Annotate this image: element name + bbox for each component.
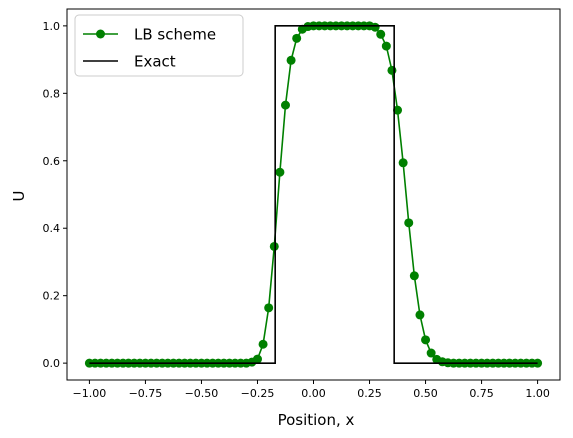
data-point-lb-scheme [286,55,296,65]
x-axis-label: Position, x [278,411,355,429]
legend: LB scheme Exact [74,14,244,77]
series-line-exact [89,25,538,364]
data-point-lb-scheme [393,105,403,115]
x-tick-label: 0.00 [301,387,326,400]
x-tick-label: −0.75 [129,387,163,400]
x-tick-label: −1.00 [73,387,107,400]
y-tick-label: 0.8 [43,87,61,100]
y-tick-label: 0.4 [43,222,61,235]
y-tick-label: 0.6 [43,155,61,168]
plot-area [84,21,543,368]
data-point-lb-scheme [421,335,431,345]
y-axis-ticks: 0.0 0.2 0.4 0.6 0.8 1.0 [43,20,67,370]
data-point-lb-scheme [275,167,285,177]
data-point-lb-scheme [280,100,290,110]
data-point-lb-scheme [398,158,408,168]
data-point-lb-scheme [409,271,419,281]
x-tick-label: −0.50 [185,387,219,400]
data-point-lb-scheme [292,33,302,43]
legend-label-lb-scheme: LB scheme [134,26,216,44]
y-tick-label: 0.2 [43,290,61,303]
data-point-lb-scheme [258,339,268,349]
y-tick-label: 0.0 [43,357,61,370]
data-point-lb-scheme [370,22,380,32]
data-point-lb-scheme [376,29,386,39]
x-axis-ticks: −1.00 −0.75 −0.50 −0.25 0.00 0.25 0.50 0.75 1.00 [73,380,550,400]
data-point-lb-scheme [404,218,414,228]
x-tick-label: 0.25 [357,387,382,400]
x-tick-label: 1.00 [525,387,550,400]
legend-marker-lb-scheme [96,29,105,39]
data-point-lb-scheme [426,348,436,358]
y-tick-label: 1.0 [43,20,61,33]
y-axis-label: U [10,191,28,202]
data-point-lb-scheme [269,241,279,251]
data-point-lb-scheme [415,310,425,320]
axes-frame [66,8,561,381]
x-tick-label: 0.50 [413,387,438,400]
legend-label-exact: Exact [134,53,176,71]
data-point-lb-scheme [264,303,274,313]
data-point-lb-scheme [252,354,262,364]
x-tick-label: −0.25 [241,387,275,400]
data-point-lb-scheme [387,65,397,75]
data-point-lb-scheme [381,41,391,51]
x-tick-label: 0.75 [469,387,494,400]
